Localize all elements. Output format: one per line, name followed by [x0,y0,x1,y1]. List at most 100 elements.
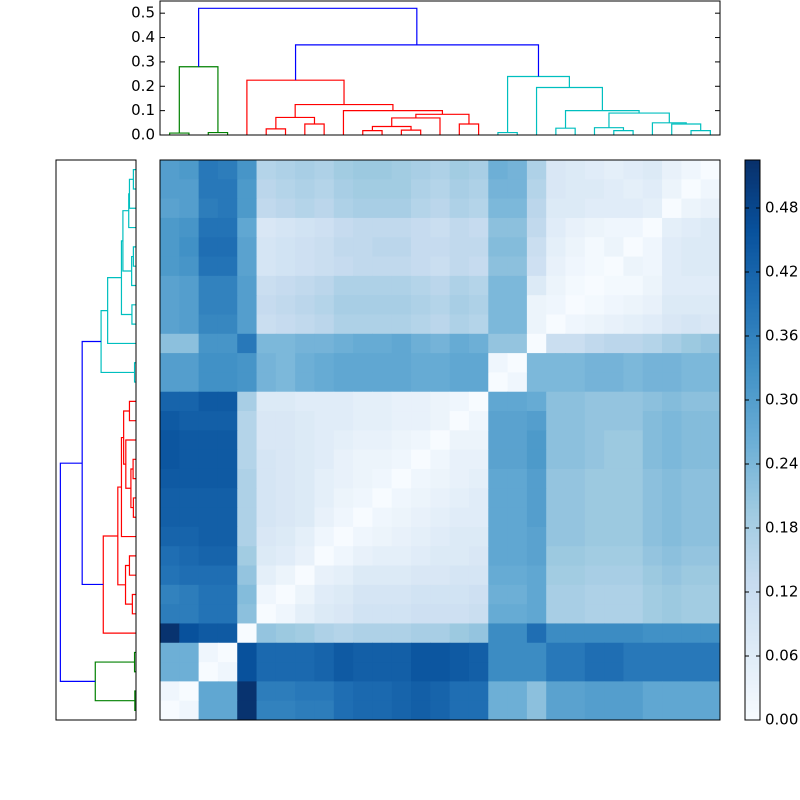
heatmap-cell [430,353,451,373]
colorbar-segment [745,532,760,537]
heatmap-cell [314,333,335,354]
heatmap-cell [160,642,180,663]
heatmap-cell [642,604,663,624]
heatmap-cell [430,275,451,296]
heatmap-cell [372,488,393,509]
heatmap-cell [449,411,470,431]
heatmap-cell [237,468,258,489]
heatmap-cell [642,623,663,644]
colorbar-segment [745,328,760,333]
heatmap-cell [488,700,509,721]
heatmap-cell [198,584,219,605]
heatmap-cell [411,411,431,431]
heatmap-cell [256,353,277,373]
heatmap-cell [295,353,315,373]
heatmap-cell [623,314,644,335]
heatmap-cell [217,565,238,586]
heatmap-cell [604,449,624,470]
heatmap-cell [488,275,509,296]
colorbar-segment [745,544,760,549]
heatmap-cell [314,237,335,258]
heatmap-cell [584,411,605,431]
colorbar-segment [745,212,760,217]
colorbar-segment [745,208,760,213]
heatmap-cell [179,179,200,200]
heatmap-cell [565,488,586,509]
heatmap-cell [488,430,509,451]
left-dendrogram-frame [55,159,137,721]
heatmap-cell [642,507,663,528]
heatmap-cell [488,546,509,567]
heatmap-cell [507,681,528,702]
heatmap-cell [333,217,354,238]
heatmap-cell [681,700,702,721]
heatmap-cell [468,256,489,277]
heatmap-cell [353,179,373,200]
colorbar-segment [745,472,760,477]
heatmap-cell [526,198,547,219]
heatmap-cell [681,256,702,277]
heatmap-cell [488,565,509,586]
heatmap-cell [256,256,277,277]
colorbar-segment [745,712,760,717]
heatmap-cell [314,526,335,547]
heatmap-cell [662,681,682,702]
heatmap-cell [449,295,470,315]
heatmap-cell [275,295,296,315]
colorbar-segment [745,264,760,269]
heatmap-cell [662,295,682,315]
heatmap-cell [237,662,258,682]
heatmap-cell [584,507,605,528]
colorbar-segment [745,644,760,649]
heatmap-cell [372,372,393,393]
heatmap-cell [604,604,624,624]
heatmap-cell [430,642,451,663]
heatmap-cell [256,468,277,489]
heatmap-cell [546,623,567,644]
colorbar-segment [745,368,760,373]
heatmap-cell [526,507,547,528]
heatmap-cell [507,256,528,277]
heatmap-cell [623,507,644,528]
heatmap-cell [604,584,624,605]
heatmap-cell [430,604,451,624]
heatmap-cell [217,179,238,200]
heatmap-cell [275,198,296,219]
heatmap-cell [391,391,412,412]
heatmap-cell [526,372,547,393]
heatmap-cell [237,411,258,431]
heatmap-cell [468,160,489,180]
heatmap-cell [700,160,721,180]
heatmap-cell [237,237,258,258]
heatmap-cell [217,295,238,315]
heatmap-cell [642,179,663,200]
heatmap-cell [314,179,335,200]
heatmap-cell [604,488,624,509]
colorbar-segment [745,348,760,353]
heatmap-cell [333,662,354,682]
heatmap-cell [179,681,200,702]
heatmap-cell [372,430,393,451]
heatmap-cell [623,430,644,451]
heatmap-cell [314,275,335,296]
heatmap-cell [198,449,219,470]
colorbar-segment [745,716,760,721]
heatmap-cell [353,604,373,624]
heatmap-cell [700,507,721,528]
heatmap-cell [681,623,702,644]
top-dendrogram-link [651,122,687,135]
heatmap-cell [565,295,586,315]
heatmap-cell [353,546,373,567]
colorbar-segment [745,580,760,585]
heatmap-cell [546,468,567,489]
colorbar-segment [745,244,760,249]
heatmap-cell [430,372,451,393]
heatmap-cell [333,391,354,412]
colorbar-segment [745,172,760,177]
left-dendrogram-link [128,400,136,422]
heatmap-cell [353,449,373,470]
colorbar-segment [745,620,760,625]
heatmap-cell [217,604,238,624]
colorbar-segment [745,256,760,261]
heatmap-cell [217,275,238,296]
